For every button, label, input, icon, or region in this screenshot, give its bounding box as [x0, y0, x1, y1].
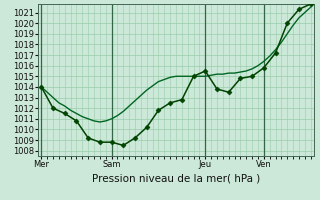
- X-axis label: Pression niveau de la mer( hPa ): Pression niveau de la mer( hPa ): [92, 173, 260, 183]
